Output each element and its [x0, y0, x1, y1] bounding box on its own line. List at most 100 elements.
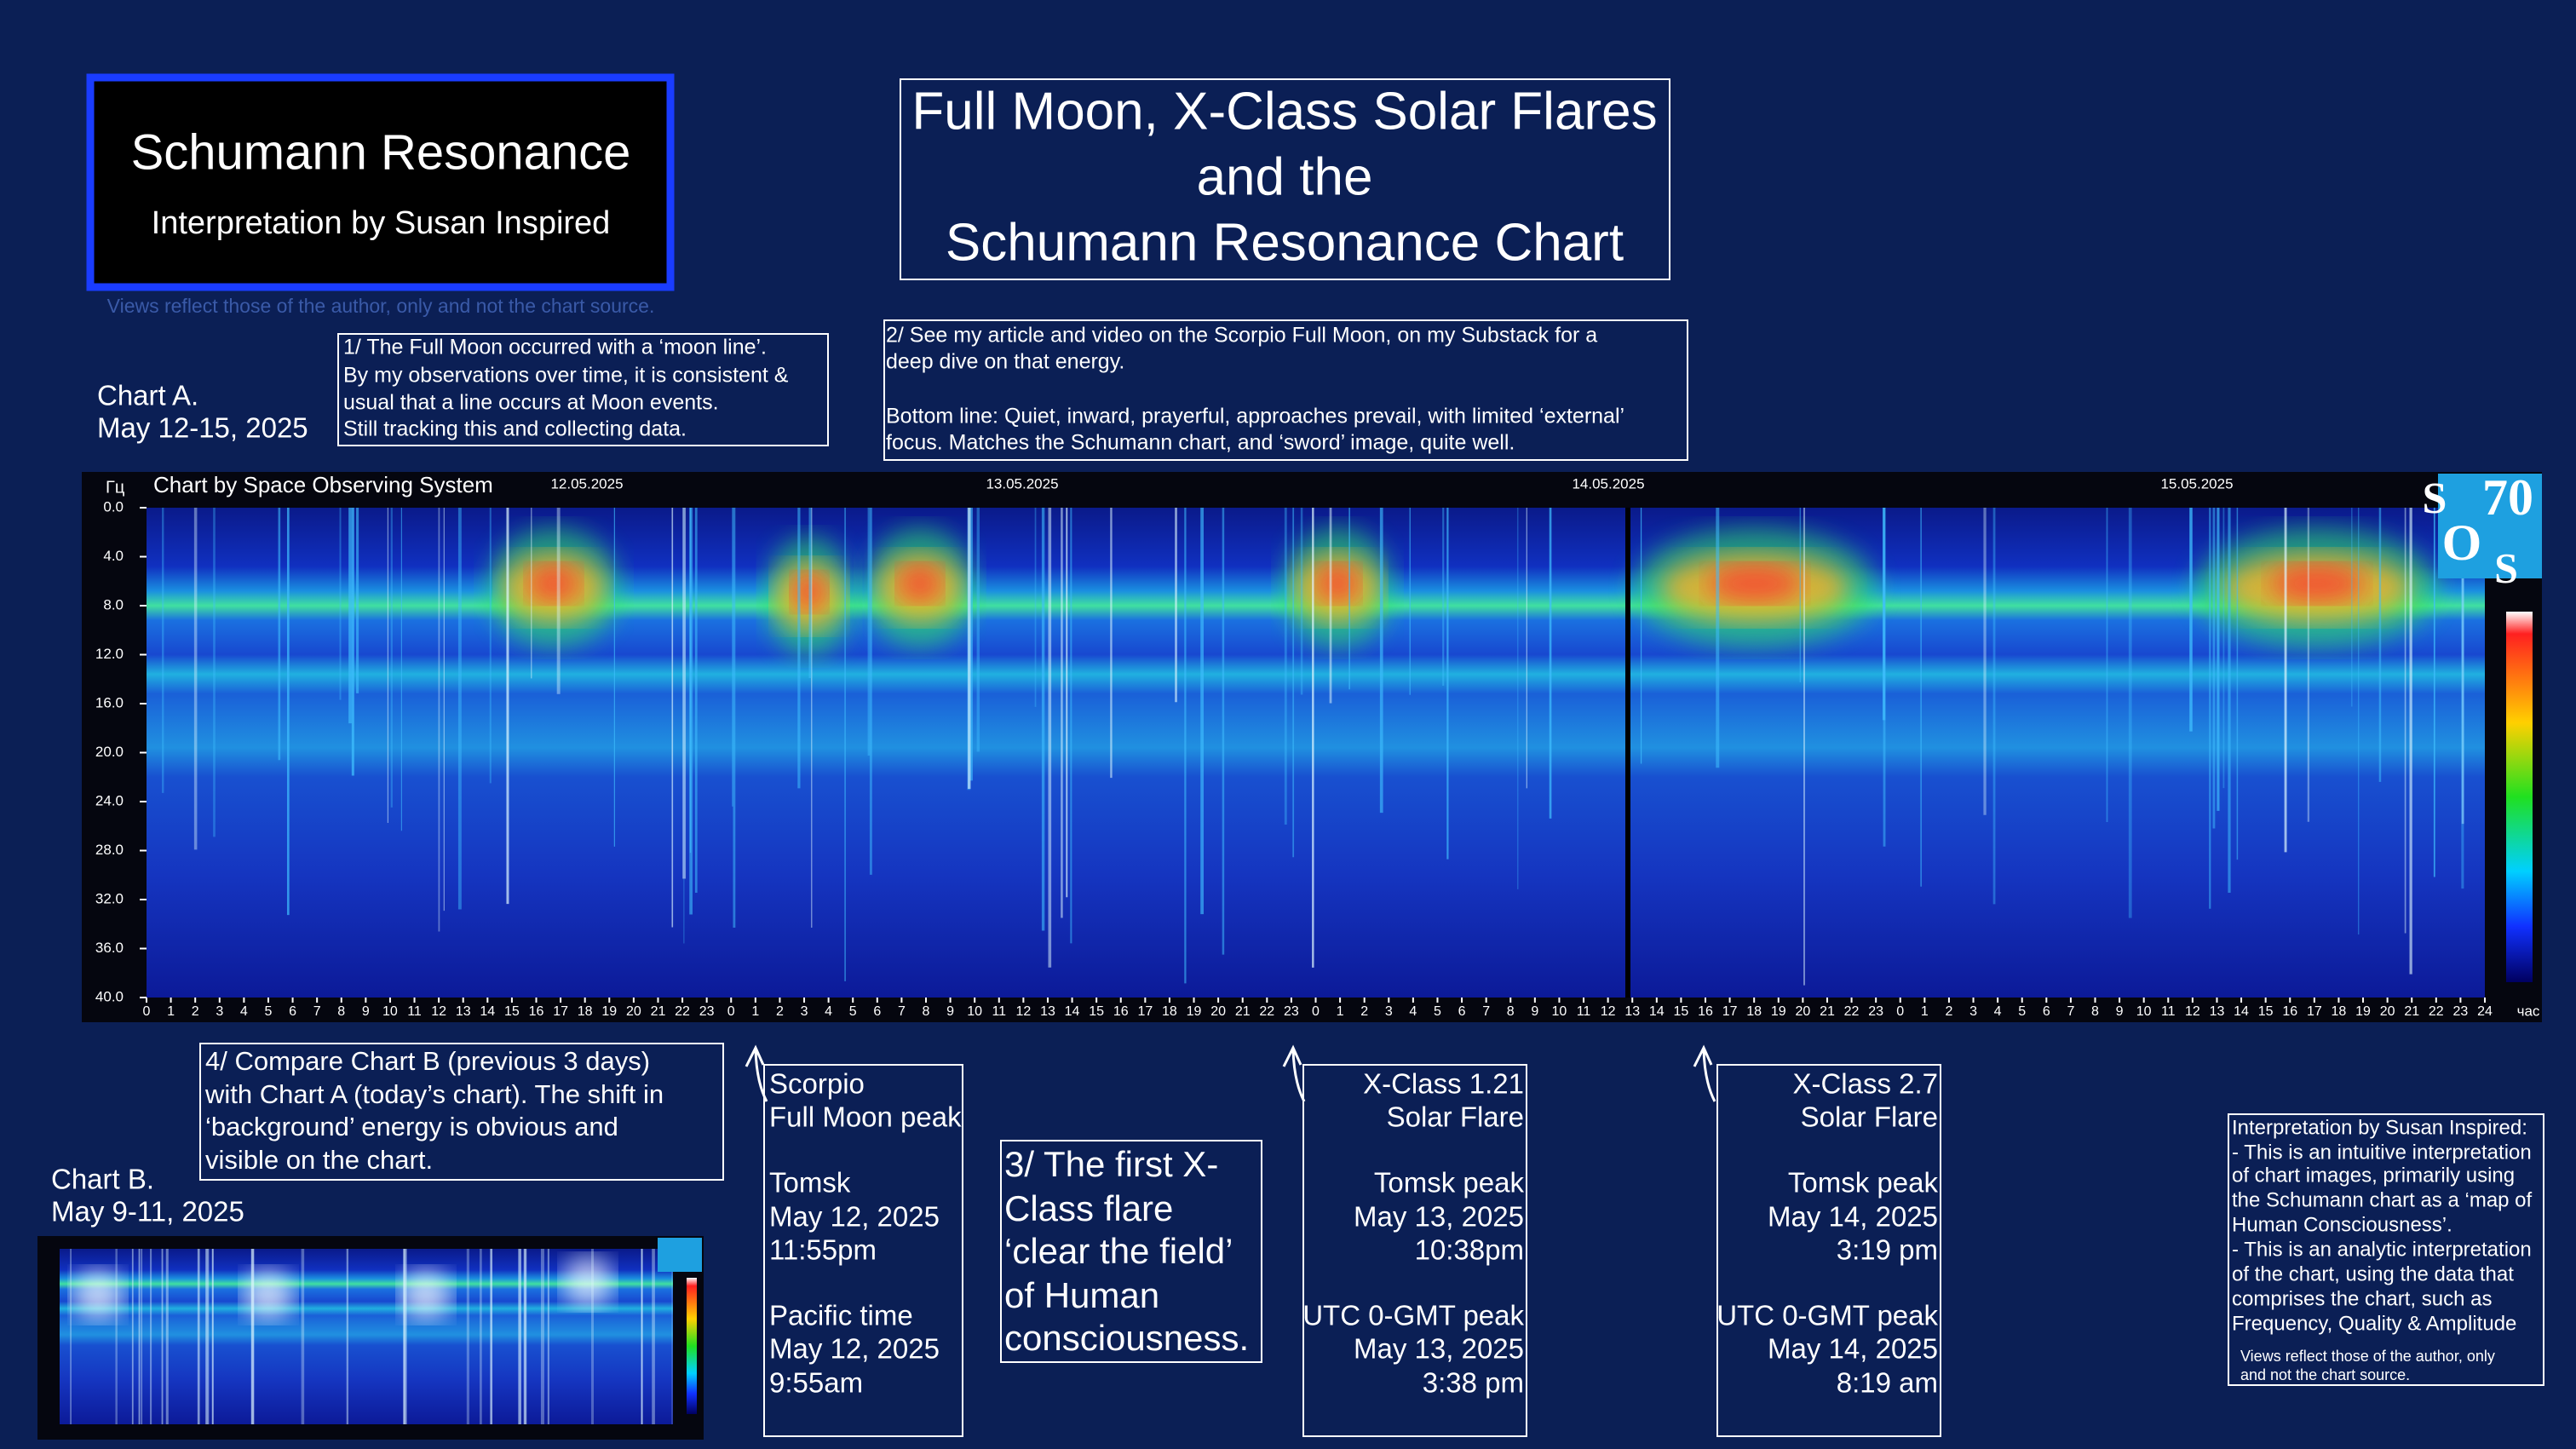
text-line: 8:19 am	[1837, 1367, 1938, 1399]
x-tick-label: 0	[1896, 1004, 1904, 1019]
arrows	[745, 1044, 1716, 1102]
x-tick-label: 20	[2380, 1004, 2395, 1019]
x-tick-label: 16	[1113, 1004, 1129, 1019]
x-tick-label: 20	[1795, 1004, 1810, 1019]
logo-box	[2438, 474, 2542, 578]
x-tick-label: 6	[873, 1004, 881, 1019]
text-line: and the	[1197, 147, 1373, 206]
hot-spot	[528, 565, 579, 602]
logo-text: O	[2442, 515, 2482, 571]
text-line: UTC 0-GMT peak	[1302, 1300, 1524, 1331]
text-line: Frequency, Quality & Amplitude	[2232, 1312, 2516, 1335]
y-tick-label: 40.0	[95, 988, 124, 1004]
text-line: Solar Flare	[1801, 1101, 1938, 1133]
text-line: Still tracking this and collecting data.	[343, 417, 687, 441]
text-line: deep dive on that energy.	[886, 350, 1124, 374]
note-box	[337, 333, 829, 446]
text-line: Views reflect those of the author, only	[2240, 1348, 2495, 1365]
x-tick-label: 19	[2355, 1004, 2371, 1019]
x-tick-label: 13	[2210, 1004, 2225, 1019]
x-tick-label: 1	[1921, 1004, 1929, 1019]
x-tick-label: 16	[529, 1004, 544, 1019]
text-line: 11:55pm	[769, 1234, 877, 1266]
note-box	[2228, 1113, 2544, 1386]
hot-spot	[400, 1269, 451, 1320]
x-tick-label: 23	[1868, 1004, 1883, 1019]
y-tick-label: 32.0	[95, 890, 124, 906]
x-tick-label: 18	[2332, 1004, 2347, 1019]
x-tick-label: 0	[143, 1004, 151, 1019]
x-tick-label: 8	[337, 1004, 345, 1019]
x-tick-label: 23	[699, 1004, 715, 1019]
y-unit: Гц	[106, 478, 124, 497]
text-line: Pacific time	[769, 1300, 913, 1331]
x-unit: час	[2517, 1003, 2540, 1019]
title-box	[86, 73, 675, 291]
x-tick-label: 16	[1698, 1004, 1713, 1019]
hot-spot	[1316, 565, 1359, 602]
x-tick-label: 2	[1360, 1004, 1368, 1019]
text-line: Class flare	[1004, 1188, 1173, 1228]
x-tick-label: 12	[1601, 1004, 1616, 1019]
text-line: the Schumann chart as a ‘map of	[2232, 1188, 2533, 1211]
text-line: May 9-11, 2025	[51, 1196, 244, 1228]
x-tick-label: 20	[1210, 1004, 1226, 1019]
x-tick-label: 13	[456, 1004, 471, 1019]
x-tick-label: 19	[1187, 1004, 1202, 1019]
text-line: and not the chart source.	[2240, 1366, 2410, 1383]
logo-b	[658, 1238, 702, 1272]
text-line: consciousness.	[1004, 1318, 1249, 1358]
x-tick-label: 22	[2429, 1004, 2444, 1019]
text-line: Chart A.	[97, 380, 198, 411]
x-tick-label: 19	[601, 1004, 617, 1019]
x-tick-label: 4	[825, 1004, 832, 1019]
subtitle: Interpretation by Susan Inspired	[152, 205, 611, 241]
x-tick-label: 9	[1531, 1004, 1538, 1019]
x-tick-label: 11	[992, 1004, 1006, 1019]
text-line: May 12, 2025	[769, 1333, 940, 1365]
x-tick-label: 6	[289, 1004, 296, 1019]
x-tick-label: 15	[1089, 1004, 1104, 1019]
logo-text: 70	[2482, 469, 2533, 526]
text-line: Tomsk	[769, 1167, 851, 1199]
logo-text: S	[2494, 543, 2518, 591]
x-tick-label: 4	[1994, 1004, 2002, 1019]
text-line: comprises the chart, such as	[2232, 1287, 2492, 1310]
x-tick-label: 5	[1434, 1004, 1441, 1019]
text-line: Solar Flare	[1387, 1101, 1524, 1133]
x-tick-label: 3	[216, 1004, 223, 1019]
x-tick-label: 17	[1137, 1004, 1153, 1019]
x-tick-label: 3	[1385, 1004, 1393, 1019]
x-tick-label: 22	[675, 1004, 690, 1019]
logo-text: S	[2423, 474, 2447, 523]
text-line: of Human	[1004, 1275, 1159, 1315]
x-tick-label: 23	[2453, 1004, 2469, 1019]
text-line: Full Moon peak	[769, 1101, 962, 1133]
x-tick-label: 14	[1649, 1004, 1665, 1019]
x-tick-label: 20	[626, 1004, 641, 1019]
text-line: UTC 0-GMT peak	[1716, 1300, 1938, 1331]
y-tick-label: 0.0	[103, 498, 124, 515]
text-line: X-Class 1.21	[1363, 1068, 1524, 1100]
date-label: 13.05.2025	[986, 475, 1058, 492]
x-tick-label: 9	[2116, 1004, 2124, 1019]
colorbar-b	[687, 1278, 697, 1414]
x-tick-label: 7	[898, 1004, 906, 1019]
spectrogram-detail	[162, 508, 2464, 986]
x-tick-label: 13	[1624, 1004, 1640, 1019]
x-tick-label: 1	[1337, 1004, 1344, 1019]
x-tick-label: 21	[2404, 1004, 2419, 1019]
text-line: By my observations over time, it is cons…	[343, 364, 789, 388]
x-tick-label: 9	[946, 1004, 954, 1019]
x-tick-label: 4	[240, 1004, 248, 1019]
text-line: 4/ Compare Chart B (previous 3 days)	[205, 1046, 650, 1076]
x-tick-label: 15	[1674, 1004, 1689, 1019]
text-line: Tomsk peak	[1788, 1167, 1939, 1199]
y-tick-label: 16.0	[95, 694, 124, 710]
x-tick-label: 10	[967, 1004, 982, 1019]
text-line: 3/ The first X-	[1004, 1144, 1218, 1184]
text-line: - This is an intuitive interpretation	[2232, 1141, 2532, 1164]
x-tick-label: 8	[2091, 1004, 2099, 1019]
x-tick-label: 12	[1015, 1004, 1031, 1019]
